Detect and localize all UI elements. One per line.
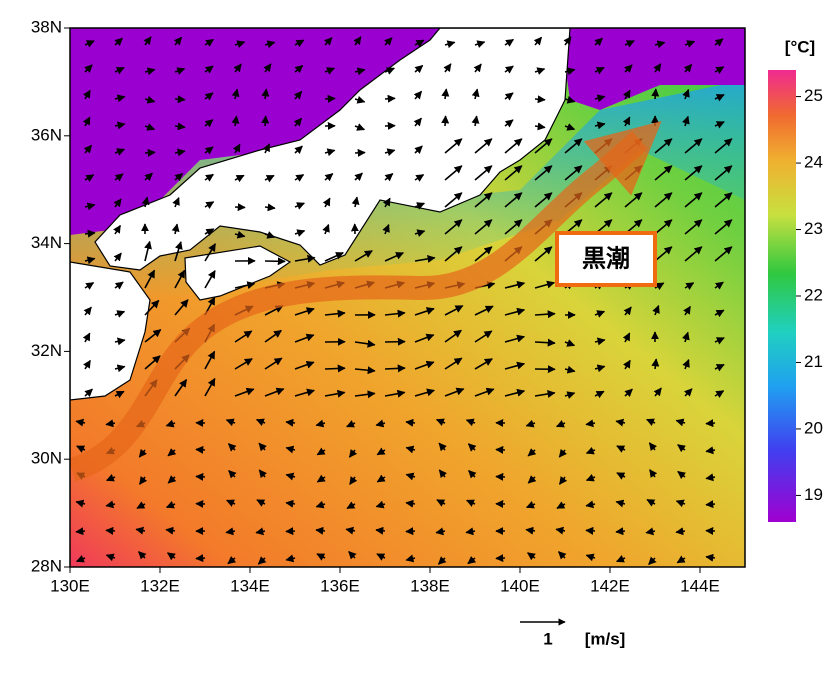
current-vector <box>145 152 155 153</box>
current-vector <box>106 530 115 531</box>
lon-tick-label: 142E <box>590 576 630 595</box>
current-vector <box>385 98 395 99</box>
current-vector <box>325 98 335 99</box>
lat-tick-label: 34N <box>31 233 62 252</box>
colorbar-unit: [°C] <box>785 37 815 56</box>
current-vector <box>196 558 205 559</box>
current-vector <box>655 89 656 99</box>
lon-tick-label: 140E <box>500 576 540 595</box>
current-vector <box>196 476 205 477</box>
scale-unit: [m/s] <box>585 629 626 648</box>
colorbar-tick-label: 22 <box>804 285 823 304</box>
colorbar-tick-label: 20 <box>804 418 823 437</box>
colorbar-tick-label: 25 <box>804 86 823 105</box>
current-vector <box>586 530 595 531</box>
current-vector <box>706 504 715 505</box>
lat-tick-label: 36N <box>31 125 62 144</box>
current-vector <box>355 152 365 153</box>
lon-tick-label: 144E <box>680 576 720 595</box>
current-vector <box>175 99 185 100</box>
current-vector <box>406 531 415 532</box>
scale-value: 1 <box>543 629 552 648</box>
lon-tick-label: 138E <box>410 576 450 595</box>
lon-tick-label: 136E <box>320 576 360 595</box>
current-vector <box>286 531 295 532</box>
current-vector <box>376 530 385 531</box>
current-vector <box>706 423 715 424</box>
colorbar <box>768 70 796 522</box>
map-field <box>70 28 745 567</box>
current-vector <box>325 368 345 369</box>
annotation: 黒潮 <box>582 245 630 272</box>
lon-tick-label: 130E <box>50 576 90 595</box>
current-vector <box>265 116 266 126</box>
current-vector <box>286 422 295 423</box>
lon-tick-label: 132E <box>140 576 180 595</box>
current-vector <box>76 531 85 532</box>
current-vector <box>535 99 545 100</box>
current-vector <box>316 530 325 531</box>
colorbar-tick-label: 23 <box>804 219 823 238</box>
lat-tick-label: 30N <box>31 449 62 468</box>
current-vector <box>385 368 405 369</box>
colorbar-tick-label: 24 <box>804 153 823 172</box>
current-vector <box>535 342 555 343</box>
current-vector <box>196 449 205 450</box>
lat-tick-label: 28N <box>31 556 62 575</box>
lat-tick-label: 32N <box>31 341 62 360</box>
current-vector <box>406 422 415 423</box>
lon-tick-label: 134E <box>230 576 270 595</box>
lat-tick-label: 38N <box>31 17 62 36</box>
current-vector <box>445 116 446 126</box>
colorbar-tick-label: 21 <box>804 352 823 371</box>
current-vector <box>85 233 95 234</box>
current-vector <box>616 531 625 532</box>
colorbar-tick-label: 19 <box>804 485 823 504</box>
